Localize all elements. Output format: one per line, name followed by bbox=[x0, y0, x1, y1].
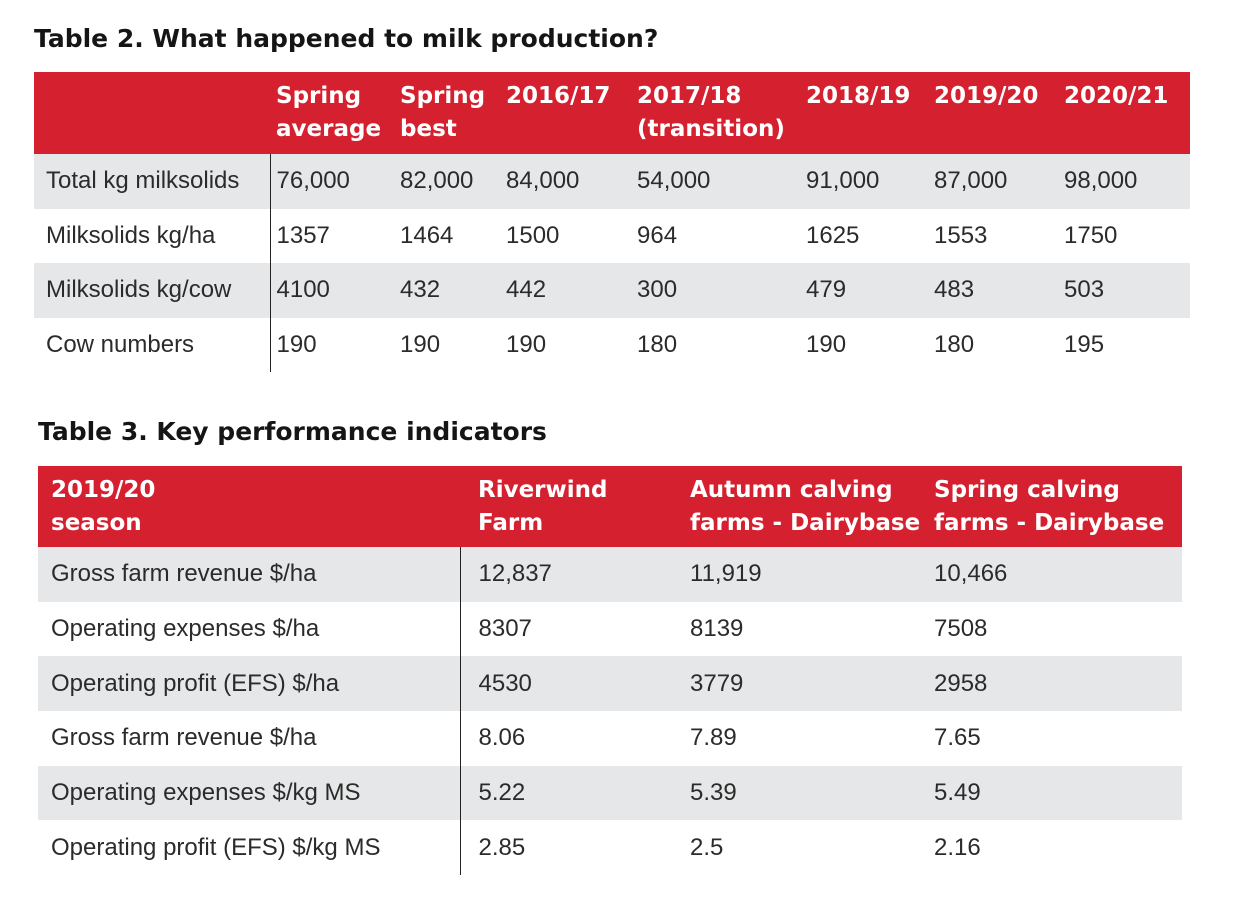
table-cell: 2.5 bbox=[684, 820, 928, 876]
table-cell: 82,000 bbox=[394, 154, 500, 209]
column-header: Riverwind Farm bbox=[460, 466, 684, 547]
table-cell: 2.16 bbox=[928, 820, 1182, 876]
row-label: Gross farm revenue $/ha bbox=[38, 547, 461, 602]
table-cell: 4530 bbox=[460, 656, 684, 712]
column-header: 2018/19 bbox=[800, 72, 928, 154]
table2-title: Table 2. What happened to milk productio… bbox=[34, 24, 659, 53]
table-cell: 11,919 bbox=[684, 547, 928, 602]
column-header: Autumn calving farms - Dairybase bbox=[684, 466, 928, 547]
column-header: Spring best bbox=[394, 72, 500, 154]
table-cell: 76,000 bbox=[270, 154, 394, 209]
table-row: Operating expenses $/ha 8307 8139 7508 bbox=[38, 601, 1182, 657]
milk-production-table: Spring average Spring best 2016/17 2017/… bbox=[34, 72, 1190, 372]
table-cell: 432 bbox=[394, 263, 500, 318]
row-label: Operating expenses $/ha bbox=[38, 601, 461, 657]
table-row: Milksolids kg/ha 1357 1464 1500 964 1625… bbox=[34, 208, 1190, 263]
table-row: Operating expenses $/kg MS 5.22 5.39 5.4… bbox=[38, 765, 1182, 821]
table2-header-row: Spring average Spring best 2016/17 2017/… bbox=[34, 72, 1190, 154]
table-cell: 180 bbox=[631, 317, 800, 372]
table-cell: 1464 bbox=[394, 208, 500, 263]
table-cell: 190 bbox=[270, 317, 394, 372]
row-label: Cow numbers bbox=[34, 317, 271, 372]
table-cell: 7.65 bbox=[928, 711, 1182, 766]
table-cell: 10,466 bbox=[928, 547, 1182, 602]
table3-header-row: 2019/20 season Riverwind Farm Autumn cal… bbox=[38, 466, 1182, 547]
table-row: Milksolids kg/cow 4100 432 442 300 479 4… bbox=[34, 263, 1190, 318]
table-cell: 54,000 bbox=[631, 154, 800, 209]
table-cell: 4100 bbox=[270, 263, 394, 318]
table-cell: 300 bbox=[631, 263, 800, 318]
table-row: Gross farm revenue $/ha 12,837 11,919 10… bbox=[38, 547, 1182, 602]
column-header: 2020/21 bbox=[1058, 72, 1190, 154]
row-label: Gross farm revenue $/ha bbox=[38, 711, 461, 766]
row-label: Milksolids kg/ha bbox=[34, 208, 271, 263]
table-row: Total kg milksolids 76,000 82,000 84,000… bbox=[34, 154, 1190, 209]
key-performance-indicators-table: 2019/20 season Riverwind Farm Autumn cal… bbox=[38, 466, 1182, 876]
row-label: Operating profit (EFS) $/kg MS bbox=[38, 820, 461, 876]
table-row: Cow numbers 190 190 190 180 190 180 195 bbox=[34, 317, 1190, 372]
table-cell: 964 bbox=[631, 208, 800, 263]
table-cell: 91,000 bbox=[800, 154, 928, 209]
table-cell: 7.89 bbox=[684, 711, 928, 766]
row-label: Operating expenses $/kg MS bbox=[38, 765, 461, 821]
table-cell: 3779 bbox=[684, 656, 928, 712]
table-cell: 5.39 bbox=[684, 765, 928, 821]
table-cell: 442 bbox=[500, 263, 631, 318]
table-cell: 12,837 bbox=[460, 547, 684, 602]
table-row: Operating profit (EFS) $/kg MS 2.85 2.5 … bbox=[38, 820, 1182, 876]
table-cell: 190 bbox=[500, 317, 631, 372]
table-cell: 98,000 bbox=[1058, 154, 1190, 209]
table-cell: 190 bbox=[394, 317, 500, 372]
column-header: 2019/20 bbox=[928, 72, 1058, 154]
table-cell: 180 bbox=[928, 317, 1058, 372]
row-label: Total kg milksolids bbox=[34, 154, 271, 209]
table-row: Operating profit (EFS) $/ha 4530 3779 29… bbox=[38, 656, 1182, 712]
table-cell: 479 bbox=[800, 263, 928, 318]
table-cell: 7508 bbox=[928, 601, 1182, 657]
table-cell: 8.06 bbox=[460, 711, 684, 766]
table-cell: 1500 bbox=[500, 208, 631, 263]
row-label: Milksolids kg/cow bbox=[34, 263, 271, 318]
table-cell: 8307 bbox=[460, 601, 684, 657]
column-header: Spring average bbox=[270, 72, 394, 154]
table-cell: 1357 bbox=[270, 208, 394, 263]
table-cell: 5.49 bbox=[928, 765, 1182, 821]
table-cell: 1553 bbox=[928, 208, 1058, 263]
column-header: 2017/18 (transition) bbox=[631, 72, 800, 154]
table-cell: 5.22 bbox=[460, 765, 684, 821]
table-cell: 1625 bbox=[800, 208, 928, 263]
table-cell: 1750 bbox=[1058, 208, 1190, 263]
column-header: 2019/20 season bbox=[38, 466, 460, 547]
table-cell: 87,000 bbox=[928, 154, 1058, 209]
column-header bbox=[34, 72, 270, 154]
column-header: Spring calving farms - Dairybase bbox=[928, 466, 1182, 547]
table-cell: 2958 bbox=[928, 656, 1182, 712]
table-cell: 195 bbox=[1058, 317, 1190, 372]
column-header: 2016/17 bbox=[500, 72, 631, 154]
table-row: Gross farm revenue $/ha 8.06 7.89 7.65 bbox=[38, 711, 1182, 766]
table-cell: 84,000 bbox=[500, 154, 631, 209]
table-cell: 8139 bbox=[684, 601, 928, 657]
table-cell: 503 bbox=[1058, 263, 1190, 318]
row-label: Operating profit (EFS) $/ha bbox=[38, 656, 461, 712]
table-cell: 483 bbox=[928, 263, 1058, 318]
table3-title: Table 3. Key performance indicators bbox=[38, 417, 547, 446]
table-cell: 2.85 bbox=[460, 820, 684, 876]
table-cell: 190 bbox=[800, 317, 928, 372]
